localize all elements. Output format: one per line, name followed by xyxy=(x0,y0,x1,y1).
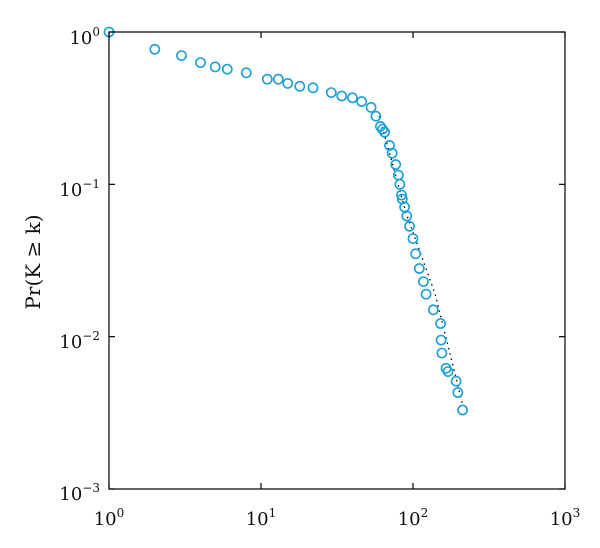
data-point xyxy=(261,73,273,85)
data-point xyxy=(410,248,421,260)
data-point xyxy=(452,387,464,398)
data-point xyxy=(240,67,252,79)
data-point xyxy=(457,404,468,416)
data-point xyxy=(394,178,406,190)
data-point xyxy=(379,126,390,138)
data-point xyxy=(347,92,358,104)
data-point xyxy=(221,63,233,75)
data-point xyxy=(386,147,398,159)
data-point xyxy=(176,50,187,61)
data-point xyxy=(307,82,319,94)
y-axis-label: Pr(K ≥ k) xyxy=(21,214,45,309)
x-tick-label-4: 103 xyxy=(550,506,581,530)
x-tick-label-1: 100 xyxy=(94,506,125,530)
ticks-layer xyxy=(108,31,566,490)
data-point xyxy=(417,276,429,287)
fit-line xyxy=(378,116,464,405)
data-point xyxy=(404,220,415,232)
data-point xyxy=(435,318,446,329)
points-layer xyxy=(103,26,468,416)
data-point xyxy=(325,87,337,98)
x-tick-label-3: 102 xyxy=(398,506,429,530)
data-point xyxy=(420,288,432,300)
plot-frame xyxy=(108,31,566,490)
data-point xyxy=(282,78,294,89)
data-point xyxy=(149,43,161,55)
data-point xyxy=(401,210,413,222)
data-point xyxy=(365,102,377,113)
data-point xyxy=(450,375,462,387)
data-point xyxy=(427,304,439,316)
y-tick-label-2: 10−1 xyxy=(59,177,100,201)
data-point xyxy=(356,96,368,107)
x-tick-label-2: 101 xyxy=(246,506,277,530)
data-point xyxy=(435,334,447,346)
y-tick-label-1: 100 xyxy=(69,25,100,49)
data-point xyxy=(195,57,206,68)
data-point xyxy=(436,347,448,359)
data-point xyxy=(390,159,402,170)
data-point xyxy=(396,189,407,201)
y-tick-label-3: 10−2 xyxy=(59,329,100,353)
y-tick-label-4: 10−3 xyxy=(59,481,100,505)
fit-line-layer xyxy=(378,116,464,405)
data-point xyxy=(370,110,382,122)
data-point xyxy=(336,90,348,102)
data-point xyxy=(377,123,388,135)
data-point xyxy=(442,366,454,377)
data-point xyxy=(294,80,306,92)
data-point xyxy=(209,61,221,73)
data-point xyxy=(407,233,419,244)
data-point xyxy=(272,73,284,85)
data-point xyxy=(413,263,425,274)
